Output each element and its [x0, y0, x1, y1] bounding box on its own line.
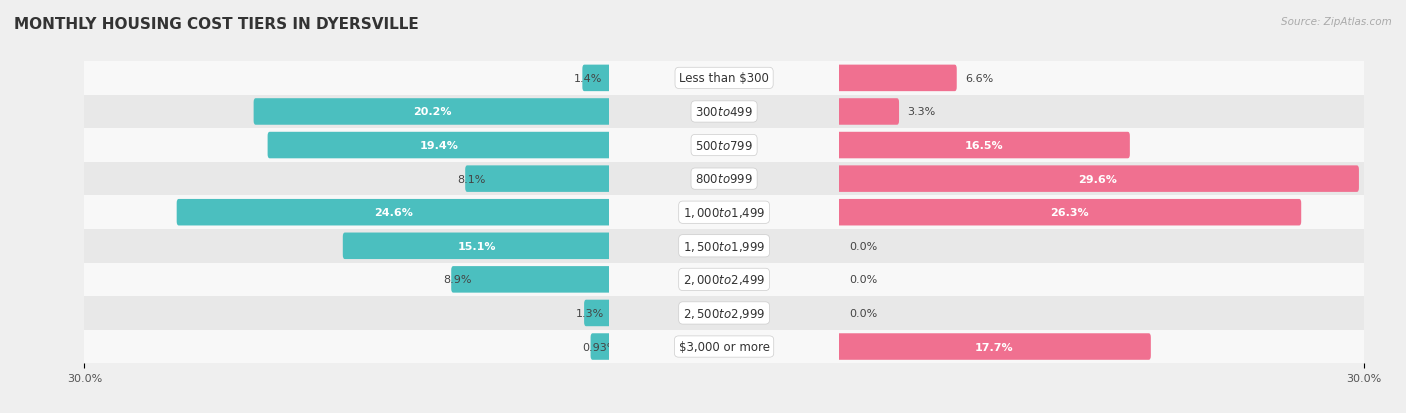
Text: 0.93%: 0.93% [582, 342, 617, 352]
Bar [609, 95, 839, 129]
Bar [609, 162, 839, 196]
Bar [839, 162, 1364, 196]
Bar [609, 62, 839, 95]
FancyBboxPatch shape [253, 99, 612, 126]
Text: 17.7%: 17.7% [974, 342, 1014, 352]
Bar [839, 263, 1364, 297]
FancyBboxPatch shape [465, 166, 612, 192]
FancyBboxPatch shape [343, 233, 612, 259]
Bar [839, 297, 1364, 330]
Bar [84, 297, 609, 330]
FancyBboxPatch shape [451, 266, 612, 293]
Bar [84, 330, 609, 363]
Text: 3.3%: 3.3% [907, 107, 935, 117]
Bar [84, 129, 609, 162]
Text: 19.4%: 19.4% [420, 141, 458, 151]
Bar [84, 263, 609, 297]
FancyBboxPatch shape [837, 166, 1360, 192]
Bar [839, 129, 1364, 162]
Text: 0.0%: 0.0% [849, 241, 877, 251]
Text: 1.4%: 1.4% [574, 74, 602, 84]
Text: 20.2%: 20.2% [413, 107, 451, 117]
Bar [839, 230, 1364, 263]
FancyBboxPatch shape [837, 99, 898, 126]
Bar [609, 196, 839, 230]
Text: 0.0%: 0.0% [849, 275, 877, 285]
Text: 6.6%: 6.6% [965, 74, 994, 84]
Bar [84, 162, 609, 196]
Text: $2,500 to $2,999: $2,500 to $2,999 [683, 306, 765, 320]
Text: 29.6%: 29.6% [1078, 174, 1118, 184]
Text: $1,000 to $1,499: $1,000 to $1,499 [683, 206, 765, 220]
FancyBboxPatch shape [837, 133, 1130, 159]
Bar [839, 62, 1364, 95]
Text: 16.5%: 16.5% [965, 141, 1002, 151]
FancyBboxPatch shape [267, 133, 612, 159]
Text: MONTHLY HOUSING COST TIERS IN DYERSVILLE: MONTHLY HOUSING COST TIERS IN DYERSVILLE [14, 17, 419, 31]
Bar [839, 330, 1364, 363]
Text: $500 to $799: $500 to $799 [695, 139, 754, 152]
Text: $1,500 to $1,999: $1,500 to $1,999 [683, 239, 765, 253]
Text: 8.9%: 8.9% [443, 275, 471, 285]
Text: 1.3%: 1.3% [575, 308, 605, 318]
Text: Source: ZipAtlas.com: Source: ZipAtlas.com [1281, 17, 1392, 26]
Text: $800 to $999: $800 to $999 [695, 173, 754, 186]
FancyBboxPatch shape [837, 199, 1301, 226]
Bar [839, 196, 1364, 230]
Bar [609, 129, 839, 162]
Bar [84, 230, 609, 263]
FancyBboxPatch shape [591, 333, 612, 360]
Text: 26.3%: 26.3% [1050, 208, 1088, 218]
Text: Less than $300: Less than $300 [679, 72, 769, 85]
Text: 24.6%: 24.6% [374, 208, 413, 218]
Text: $2,000 to $2,499: $2,000 to $2,499 [683, 273, 765, 287]
Bar [84, 62, 609, 95]
Bar [609, 263, 839, 297]
Bar [609, 230, 839, 263]
Text: 0.0%: 0.0% [849, 308, 877, 318]
Bar [609, 330, 839, 363]
Text: $300 to $499: $300 to $499 [695, 106, 754, 119]
FancyBboxPatch shape [177, 199, 612, 226]
Text: 8.1%: 8.1% [457, 174, 485, 184]
FancyBboxPatch shape [837, 333, 1152, 360]
Text: 15.1%: 15.1% [458, 241, 496, 251]
Bar [84, 196, 609, 230]
FancyBboxPatch shape [837, 66, 956, 92]
FancyBboxPatch shape [583, 300, 612, 326]
FancyBboxPatch shape [582, 66, 612, 92]
Bar [839, 95, 1364, 129]
Text: $3,000 or more: $3,000 or more [679, 340, 769, 353]
Bar [609, 297, 839, 330]
Bar [84, 95, 609, 129]
